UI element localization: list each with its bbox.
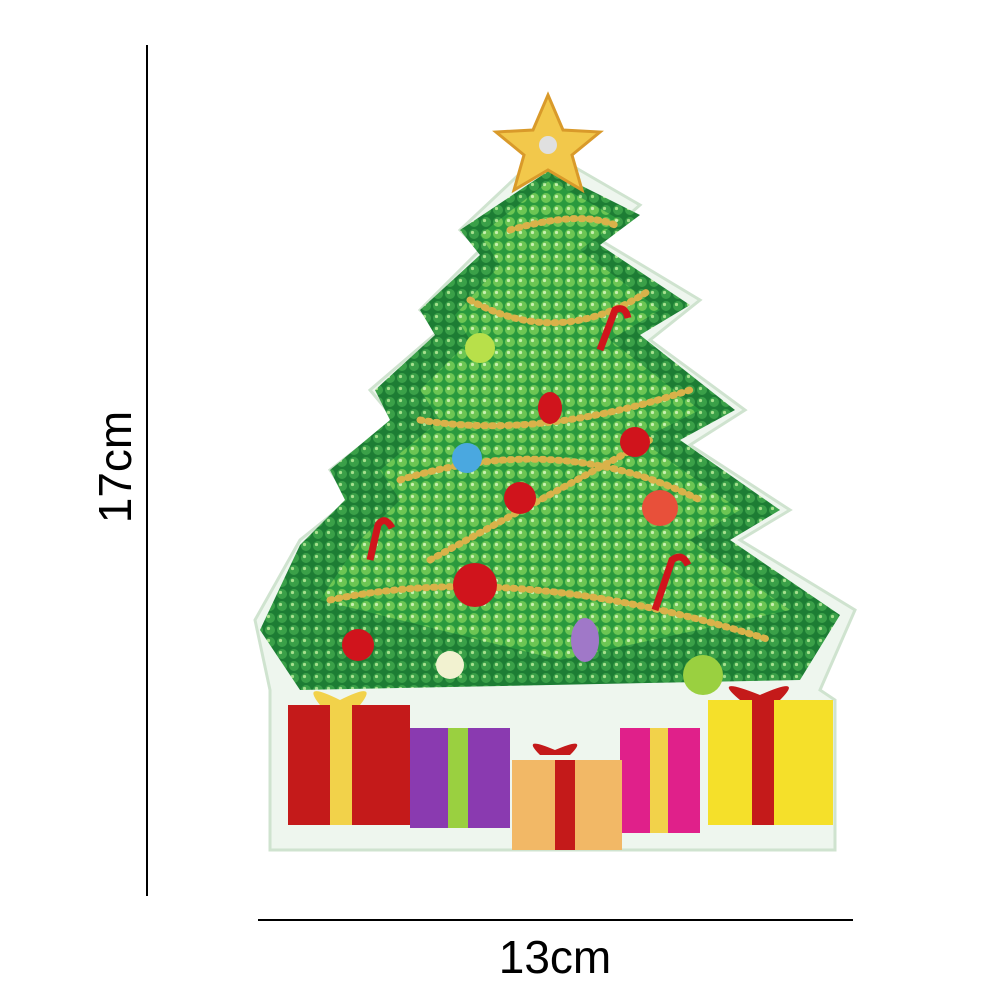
presents [288, 686, 833, 850]
tree [260, 170, 840, 695]
width-label: 13cm [498, 931, 612, 983]
width-dimension-line [258, 919, 853, 921]
ornaments [342, 305, 723, 695]
height-dimension-line [146, 45, 148, 896]
